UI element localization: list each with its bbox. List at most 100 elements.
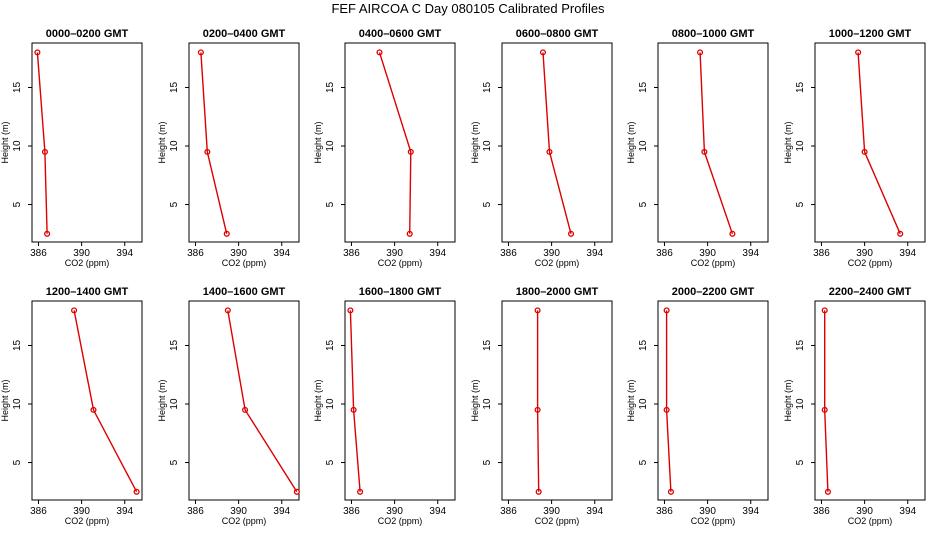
panel-title: 1000–1200 GMT (829, 28, 912, 40)
y-axis-label: Height (m) (157, 379, 167, 421)
y-axis-label: Height (m) (313, 379, 323, 421)
plot-frame (657, 300, 769, 501)
x-axis-label: CO2 (ppm) (378, 516, 423, 526)
data-point (663, 406, 670, 413)
x-tick-label: 390 (856, 506, 873, 517)
x-tick-label: 394 (116, 506, 133, 517)
data-point (729, 230, 736, 237)
profile-panel-1: 0000–0200 GMT 386 390 394 CO2 (ppm) 5 10 15 Heig… (0, 28, 143, 268)
y-tick-label: 5 (325, 201, 336, 207)
plot-frame (344, 300, 456, 501)
data-point (223, 230, 230, 237)
x-tick-label: 394 (742, 506, 759, 517)
data-point (34, 49, 41, 56)
y-axis-label: Height (m) (157, 121, 167, 163)
y-tick-label: 15 (169, 339, 180, 351)
x-tick-label: 394 (429, 248, 446, 259)
x-tick-label: 386 (656, 506, 673, 517)
y-tick-label: 10 (325, 140, 336, 152)
profile-panel-7: 1200–1400 GMT 386 390 394 CO2 (ppm) 5 10 15 Heig… (0, 286, 143, 526)
plot-frame (188, 42, 300, 243)
x-tick-label: 386 (656, 248, 673, 259)
y-tick-label: 5 (482, 459, 493, 465)
y-axis-label: Height (m) (470, 379, 480, 421)
x-tick-label: 390 (230, 248, 247, 259)
panel-title: 0800–1000 GMT (672, 28, 755, 40)
y-tick-label: 15 (795, 81, 806, 93)
panel-title: 1800–2000 GMT (516, 286, 599, 298)
panel-title: 0400–0600 GMT (359, 28, 442, 40)
data-point (539, 49, 547, 56)
profile-panel-2: 0200–0400 GMT 386 390 394 CO2 (ppm) 5 10 15 Heig… (157, 28, 300, 268)
y-tick-label: 10 (638, 140, 649, 152)
panel-title: 1400–1600 GMT (203, 286, 286, 298)
profile-line (542, 52, 572, 234)
data-point (350, 406, 357, 413)
profile-line (857, 52, 901, 235)
y-tick-label: 5 (169, 459, 180, 465)
x-axis-label: CO2 (ppm) (848, 258, 893, 268)
x-tick-label: 394 (116, 248, 133, 259)
y-tick-label: 15 (325, 81, 336, 93)
x-tick-label: 386 (30, 248, 47, 259)
x-tick-label: 386 (187, 248, 204, 259)
x-tick-label: 386 (500, 506, 517, 517)
data-point (855, 49, 862, 56)
data-point (546, 148, 553, 155)
plot-frame (31, 300, 143, 501)
x-tick-label: 386 (813, 506, 830, 517)
x-tick-label: 394 (273, 248, 290, 259)
profile-panel-10: 1800–2000 GMT 386 390 394 CO2 (ppm) 5 10 15 Heig… (470, 286, 613, 526)
y-axis-label: Height (m) (626, 379, 636, 421)
y-tick-label: 10 (169, 140, 180, 152)
data-point (407, 148, 414, 155)
x-tick-label: 386 (187, 506, 204, 517)
profile-line (200, 52, 228, 234)
x-tick-label: 390 (699, 248, 716, 259)
plot-frame (31, 42, 143, 243)
y-tick-label: 5 (12, 459, 23, 465)
panel-title: 0200–0400 GMT (203, 28, 286, 40)
data-point (224, 307, 231, 314)
data-point (701, 148, 708, 155)
profile-line (699, 52, 734, 235)
profile-line (378, 52, 412, 234)
profile-line (227, 310, 298, 493)
x-tick-label: 390 (386, 248, 403, 259)
x-tick-label: 390 (699, 506, 716, 517)
profile-panel-4: 0600–0800 GMT 386 390 394 CO2 (ppm) 5 10 15 Heig… (470, 28, 613, 268)
y-tick-label: 10 (12, 140, 23, 152)
data-point (44, 230, 51, 237)
y-tick-label: 5 (638, 201, 649, 207)
data-point (534, 406, 541, 413)
x-tick-label: 394 (899, 506, 916, 517)
data-point (535, 488, 542, 495)
plot-frame (501, 300, 613, 501)
y-tick-label: 5 (12, 201, 23, 207)
x-tick-label: 394 (429, 506, 446, 517)
data-point (376, 49, 383, 56)
data-point (663, 307, 670, 314)
y-tick-label: 5 (169, 201, 180, 207)
profile-line (665, 310, 672, 492)
x-tick-label: 394 (273, 506, 290, 517)
x-tick-label: 390 (543, 506, 560, 517)
y-tick-label: 10 (638, 398, 649, 410)
x-tick-label: 390 (856, 248, 873, 259)
data-point (41, 148, 48, 155)
x-tick-label: 394 (586, 506, 603, 517)
plot-frame (657, 42, 769, 243)
x-axis-label: CO2 (ppm) (378, 258, 423, 268)
plot-frame (814, 42, 926, 243)
x-axis-label: CO2 (ppm) (65, 258, 110, 268)
panel-title: 0600–0800 GMT (516, 28, 599, 40)
plot-frame (501, 42, 613, 243)
y-tick-label: 15 (482, 81, 493, 93)
data-point (90, 406, 97, 413)
y-tick-label: 5 (638, 459, 649, 465)
y-tick-label: 10 (12, 398, 23, 410)
x-tick-label: 394 (899, 248, 916, 259)
x-tick-label: 386 (343, 506, 360, 517)
data-point (567, 230, 575, 237)
x-tick-label: 390 (73, 506, 90, 517)
